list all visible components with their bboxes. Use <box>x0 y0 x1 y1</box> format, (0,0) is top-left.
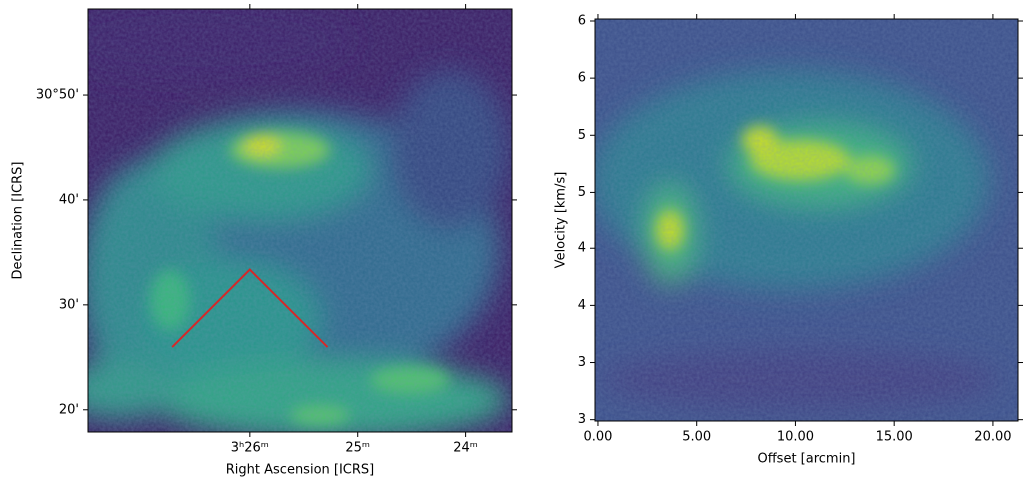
x-axis-label: Right Ascension [ICRS] <box>226 463 374 478</box>
y-tick-label: 20' <box>59 402 79 417</box>
y-tick-label: 5 <box>578 185 586 200</box>
cut-path <box>171 268 329 348</box>
y-axis-label: Velocity [km/s] <box>554 172 569 269</box>
axes-frame <box>87 8 513 433</box>
y-axis-label: Declination [ICRS] <box>11 162 26 280</box>
map-image <box>88 9 512 432</box>
y-tick-label: 6 <box>578 71 586 86</box>
x-tick-label: 3ʰ26ᵐ <box>231 441 269 456</box>
x-tick-label: 5.00 <box>682 430 711 445</box>
y-tick-label: 4 <box>578 298 586 313</box>
x-tick-label: 20.00 <box>974 430 1011 445</box>
x-tick-label: 25ᵐ <box>345 441 370 456</box>
y-tick-label: 6 <box>578 13 586 28</box>
y-tick-label: 5 <box>578 128 586 143</box>
x-axis-label: Offset [arcmin] <box>757 452 855 467</box>
x-tick-label: 15.00 <box>876 430 913 445</box>
y-tick-label: 30°50' <box>36 88 79 103</box>
x-tick-label: 10.00 <box>777 430 814 445</box>
y-tick-label: 30' <box>59 297 79 312</box>
y-tick-label: 4 <box>578 241 586 256</box>
y-tick-label: 3 <box>578 412 586 427</box>
y-tick-label: 3 <box>578 355 586 370</box>
pv-image <box>595 19 1018 421</box>
x-tick-label: 0.00 <box>583 430 612 445</box>
y-tick-label: 40' <box>59 192 79 207</box>
axes-frame <box>594 18 1019 422</box>
x-tick-label: 24ᵐ <box>453 441 478 456</box>
